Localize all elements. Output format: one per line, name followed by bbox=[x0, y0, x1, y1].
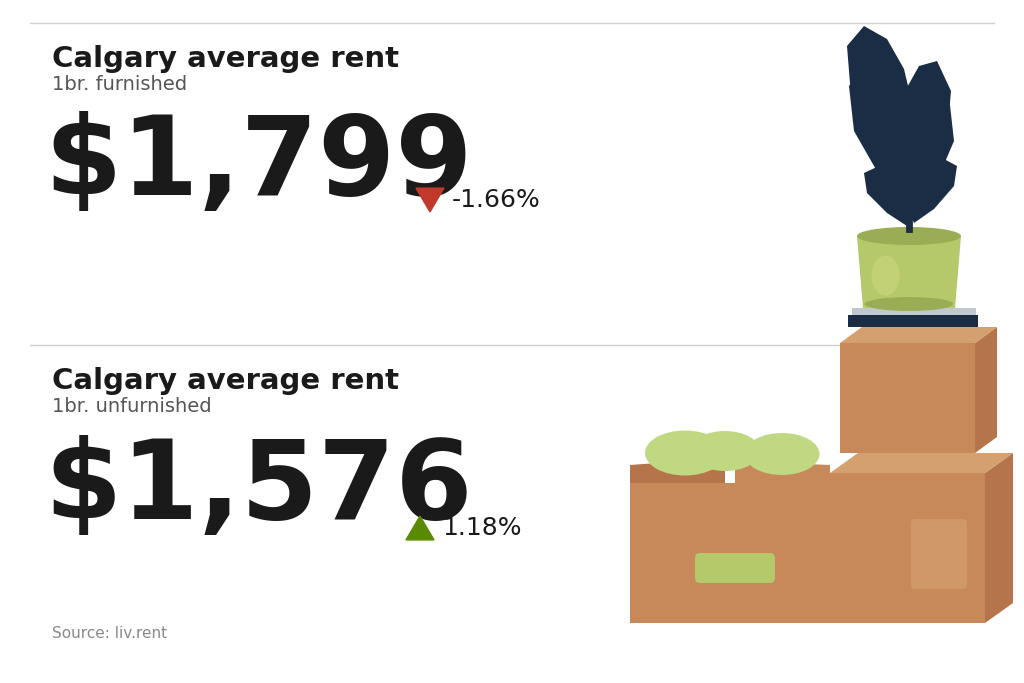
Polygon shape bbox=[904, 81, 954, 226]
Polygon shape bbox=[830, 473, 985, 623]
Polygon shape bbox=[864, 166, 909, 226]
Bar bbox=[848, 315, 978, 327]
Ellipse shape bbox=[865, 297, 953, 311]
Text: -1.66%: -1.66% bbox=[452, 188, 541, 212]
Ellipse shape bbox=[645, 430, 725, 475]
Ellipse shape bbox=[744, 433, 819, 475]
Polygon shape bbox=[840, 327, 997, 343]
Polygon shape bbox=[830, 453, 1013, 473]
Polygon shape bbox=[830, 461, 860, 623]
Polygon shape bbox=[985, 453, 1013, 623]
Polygon shape bbox=[735, 461, 830, 483]
Text: Calgary average rent: Calgary average rent bbox=[52, 367, 399, 395]
Text: 1br. unfurnished: 1br. unfurnished bbox=[52, 397, 212, 416]
Bar bbox=[852, 308, 976, 315]
Text: $1,799: $1,799 bbox=[44, 111, 472, 218]
Polygon shape bbox=[406, 516, 434, 540]
Ellipse shape bbox=[690, 431, 760, 471]
Polygon shape bbox=[840, 343, 975, 453]
Text: Source: liv.rent: Source: liv.rent bbox=[52, 626, 167, 641]
Ellipse shape bbox=[857, 227, 961, 245]
Polygon shape bbox=[849, 66, 914, 226]
FancyBboxPatch shape bbox=[695, 553, 775, 583]
Polygon shape bbox=[630, 458, 725, 483]
Text: 1br. furnished: 1br. furnished bbox=[52, 75, 187, 94]
Polygon shape bbox=[911, 159, 957, 223]
Polygon shape bbox=[975, 327, 997, 453]
Text: $1,576: $1,576 bbox=[44, 435, 473, 542]
Polygon shape bbox=[857, 236, 961, 308]
Polygon shape bbox=[901, 61, 951, 206]
Polygon shape bbox=[847, 26, 918, 211]
Polygon shape bbox=[630, 483, 830, 623]
Text: Calgary average rent: Calgary average rent bbox=[52, 45, 399, 73]
Polygon shape bbox=[416, 188, 444, 212]
Text: 1.18%: 1.18% bbox=[442, 516, 521, 540]
FancyBboxPatch shape bbox=[911, 519, 967, 589]
Ellipse shape bbox=[871, 255, 900, 296]
